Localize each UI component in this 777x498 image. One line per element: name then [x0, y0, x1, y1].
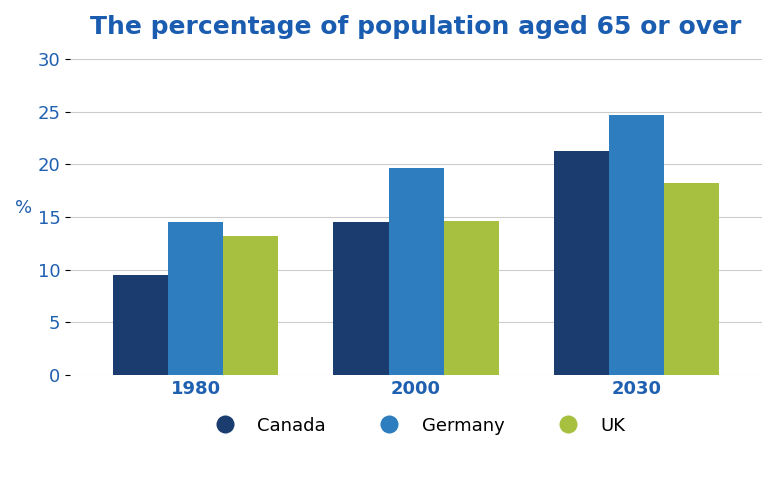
Bar	[113, 275, 168, 375]
Bar	[388, 167, 444, 375]
Title: The percentage of population aged 65 or over: The percentage of population aged 65 or …	[90, 15, 742, 39]
Bar	[223, 236, 278, 375]
Bar	[609, 115, 664, 375]
Bar	[168, 222, 223, 375]
Bar	[664, 183, 720, 375]
Y-axis label: %: %	[15, 199, 32, 217]
Bar	[333, 222, 388, 375]
Bar	[554, 151, 609, 375]
Bar	[444, 221, 499, 375]
Legend: Canada, Germany, UK: Canada, Germany, UK	[200, 409, 632, 442]
